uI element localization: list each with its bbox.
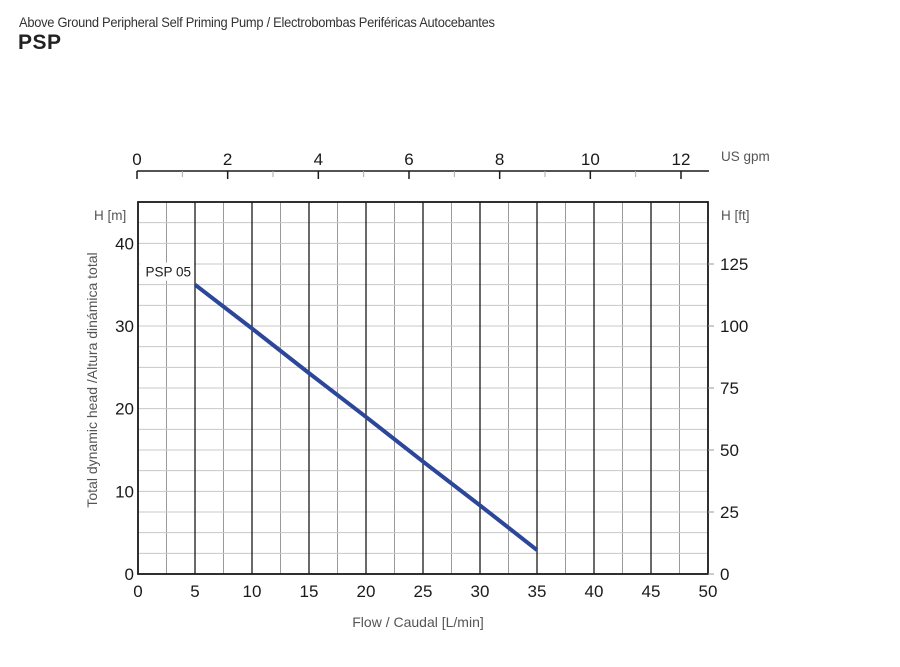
x-tick-label: 50 [699, 582, 718, 601]
x-tick-label: 25 [414, 582, 433, 601]
series-label: PSP 05 [145, 265, 191, 280]
x-tick-label: 35 [528, 582, 547, 601]
right-tick-label: 25 [720, 503, 739, 522]
top-tick-label: 12 [672, 150, 691, 169]
left-axis-meters: 0 10 20 30 40 [115, 234, 134, 584]
top-tick-label: 10 [581, 150, 600, 169]
x-tick-label: 20 [357, 582, 376, 601]
top-axis-unit: US gpm [721, 149, 770, 164]
right-tick-label: 100 [720, 317, 748, 336]
right-tick-label: 75 [720, 379, 739, 398]
right-tick-label: 50 [720, 441, 739, 460]
y-unit-label: H [m] [94, 208, 126, 223]
series-layer: PSP 05 [140, 262, 539, 552]
x-tick-label: 10 [243, 582, 262, 601]
chart-subtitle: Above Ground Peripheral Self Priming Pum… [19, 14, 495, 30]
y-tick-label: 10 [115, 482, 134, 501]
y-tick-label: 20 [115, 400, 134, 419]
chart-title: PSP [18, 31, 62, 54]
x-tick-label: 45 [642, 582, 661, 601]
x-axis-label: Flow / Caudal [L/min] [352, 614, 484, 630]
top-tick-label: 4 [314, 150, 323, 169]
top-tick-label: 0 [132, 150, 141, 169]
bottom-axis-flow: 0 5 10 15 20 25 30 35 40 45 50 [133, 582, 717, 601]
right-tick-label: 125 [720, 255, 748, 274]
y-tick-label: 0 [125, 565, 134, 584]
y-tick-label: 40 [115, 234, 134, 253]
right-tick-label: 0 [720, 565, 729, 584]
series-label-bg [140, 262, 194, 281]
x-tick-label: 40 [585, 582, 604, 601]
grid [137, 201, 709, 575]
x-tick-label: 30 [471, 582, 490, 601]
series-line [193, 283, 539, 552]
top-tick-label: 8 [495, 150, 504, 169]
x-tick-label: 5 [190, 582, 199, 601]
right-axis-unit: H [ft] [721, 208, 750, 223]
x-tick-label: 15 [300, 582, 319, 601]
top-tick-label: 6 [404, 150, 413, 169]
y-axis-label: Total dynamic head /Altura dinámica tota… [84, 252, 100, 507]
top-axis-gpm: 0 2 4 6 8 10 12 [132, 150, 709, 179]
x-tick-label: 0 [133, 582, 142, 601]
y-tick-label: 30 [115, 317, 134, 336]
top-tick-label: 2 [223, 150, 232, 169]
right-axis-feet: 0 25 50 75 100 125 [708, 255, 748, 584]
